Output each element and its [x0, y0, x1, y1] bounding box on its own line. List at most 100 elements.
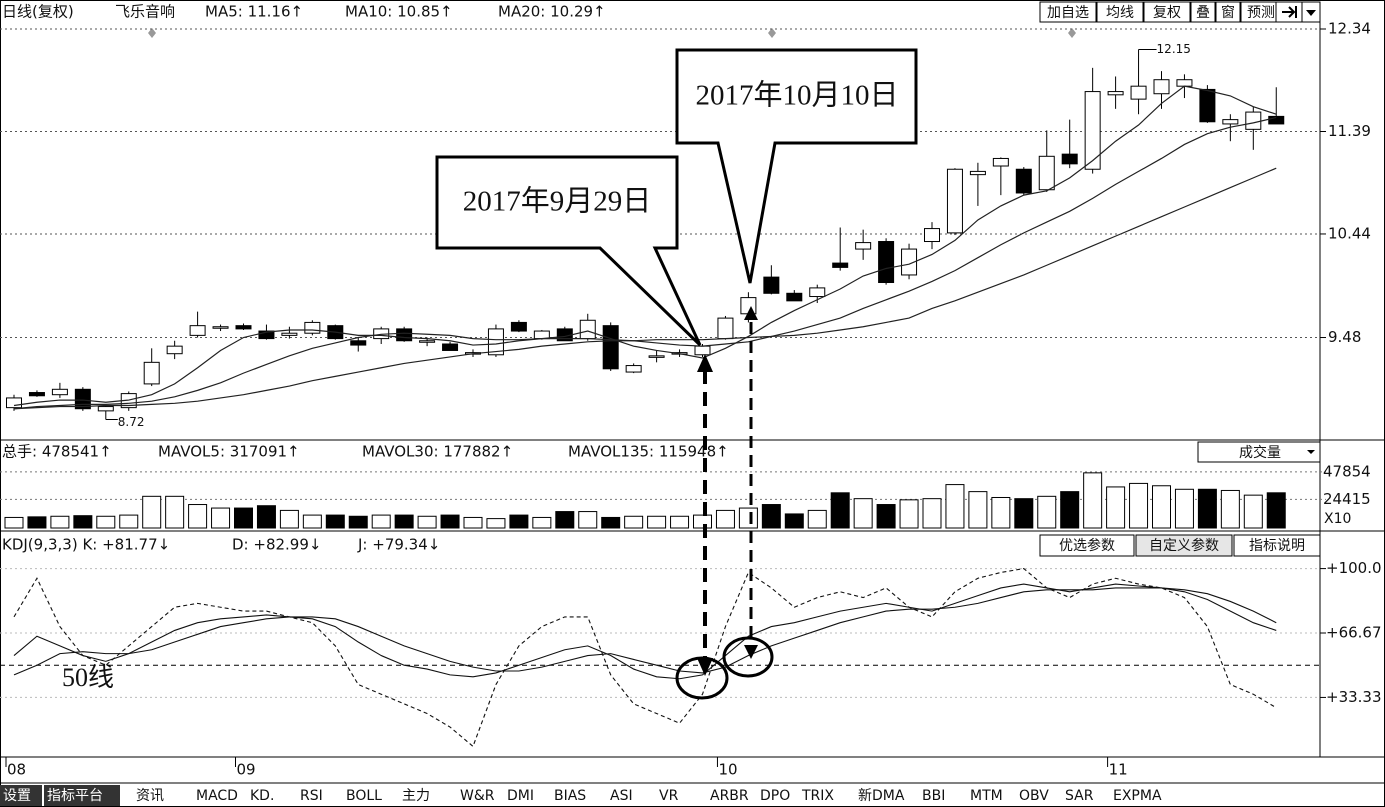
y-tick-label: 10.44	[1328, 224, 1371, 242]
tab[interactable]: RSI	[300, 788, 323, 804]
candle-body	[579, 319, 596, 340]
candle-body	[969, 170, 986, 176]
tab[interactable]: TRIX	[801, 788, 834, 804]
toolbar-button[interactable]	[1096, 1, 1144, 23]
volume-unit: X10	[1324, 511, 1351, 527]
volume-bar	[1037, 495, 1057, 529]
volume-bar	[1197, 488, 1217, 529]
x-tick-label: 09	[237, 761, 256, 779]
tab[interactable]: 设置	[3, 788, 31, 804]
markers	[148, 28, 1076, 38]
candle-body	[878, 241, 895, 284]
tab[interactable]: 指标平台	[47, 788, 103, 804]
volume-bar	[188, 504, 208, 529]
candle-body	[1084, 91, 1101, 170]
candle-body	[694, 345, 711, 356]
candle-body	[396, 328, 413, 342]
tab[interactable]: KD.	[250, 788, 274, 804]
candle-body	[6, 397, 22, 409]
tab[interactable]: DPO	[760, 788, 790, 804]
tab[interactable]: BOLL	[346, 788, 382, 804]
max-label: 12.15	[1157, 42, 1191, 56]
candle-body	[304, 321, 321, 334]
volume-bar	[807, 509, 827, 529]
kdj-button[interactable]	[1039, 534, 1135, 557]
callout-text: 2017年10月10日	[695, 79, 898, 112]
candle-body	[1245, 111, 1262, 130]
tab-bg[interactable]	[0, 785, 42, 806]
y-tick-label: 9.48	[1328, 328, 1361, 346]
candle-body	[786, 292, 803, 302]
stock-name: 飞乐音响	[115, 3, 175, 21]
tab[interactable]: MTM	[970, 788, 1003, 804]
toolbar-button-label: 加自选	[1047, 5, 1089, 21]
volume-bar	[991, 496, 1011, 529]
tab[interactable]: 资讯	[136, 788, 164, 804]
y-tick-label: +100.0	[1326, 559, 1382, 577]
kdj-button[interactable]	[1135, 534, 1233, 557]
volume-bar	[325, 514, 345, 529]
x-tick-label: 10	[718, 761, 737, 779]
candle-body	[258, 330, 275, 340]
volume-legend: MAVOL135: 115948↑	[568, 443, 729, 461]
candle-body	[487, 328, 504, 356]
candle-body	[1176, 79, 1193, 87]
volume-bar	[348, 515, 368, 529]
ma-legend: MA20: 10.29↑	[498, 3, 606, 21]
ma-legend: MA10: 10.85↑	[345, 3, 453, 21]
volume-bar	[555, 511, 575, 529]
volume-bar	[738, 507, 758, 529]
callout-text: 2017年9月29日	[463, 185, 652, 218]
volume-bar	[1129, 482, 1149, 529]
tab[interactable]: ASI	[610, 788, 633, 804]
tab[interactable]: ARBR	[710, 788, 749, 804]
candle-body	[189, 325, 206, 336]
kdj-button[interactable]	[1233, 534, 1321, 557]
tab[interactable]: DMI	[507, 788, 534, 804]
kdj-line	[13, 583, 1277, 680]
tab[interactable]: MACD	[196, 788, 238, 804]
tab[interactable]: BIAS	[554, 788, 586, 804]
line-label: 50线	[62, 663, 114, 692]
tab[interactable]: EXPMA	[1113, 788, 1162, 804]
period: 日线(复权)	[2, 3, 74, 21]
candle-body	[1015, 168, 1032, 194]
tab[interactable]: 新DMA	[858, 788, 905, 804]
tab[interactable]: SAR	[1065, 788, 1094, 804]
candle-body	[717, 317, 734, 340]
ma-line	[13, 85, 1277, 407]
candle-body	[442, 343, 459, 351]
tab[interactable]: OBV	[1019, 788, 1049, 804]
volume-bar	[417, 515, 437, 529]
tab[interactable]: W&R	[460, 788, 495, 804]
candle-body	[1061, 153, 1078, 165]
tab[interactable]: 主力	[402, 788, 430, 804]
toolbar-button[interactable]	[1215, 1, 1241, 23]
candle-body	[809, 287, 826, 298]
guides	[675, 306, 774, 700]
volume-bar	[670, 515, 690, 529]
kdj-toolbar: 优选参数 自定义参数 指标说明	[1039, 534, 1321, 557]
candle-body	[832, 262, 849, 268]
volume-bar	[234, 507, 253, 529]
indicator-select[interactable]	[1197, 441, 1321, 463]
toolbar-button-label: 预测	[1247, 5, 1275, 21]
volume-bar	[1014, 498, 1034, 529]
volume-bar	[302, 514, 322, 529]
callout-box	[435, 155, 702, 347]
diamond	[1068, 28, 1076, 38]
toolbar-button[interactable]	[1143, 1, 1191, 23]
tab[interactable]: BBI	[922, 788, 945, 804]
highlight-circle	[675, 656, 729, 700]
toolbar-button[interactable]	[1039, 1, 1097, 23]
volume-bar	[647, 515, 667, 529]
tab[interactable]: VR	[659, 788, 679, 804]
volume-legend: 总手: 478541↑	[2, 443, 112, 461]
icon	[1282, 6, 1297, 18]
candle-body	[924, 228, 940, 243]
toolbar-button[interactable]	[1190, 1, 1216, 23]
toolbar-icons	[1275, 1, 1321, 23]
tab-bg[interactable]	[44, 785, 120, 806]
volume-bar	[371, 514, 391, 529]
